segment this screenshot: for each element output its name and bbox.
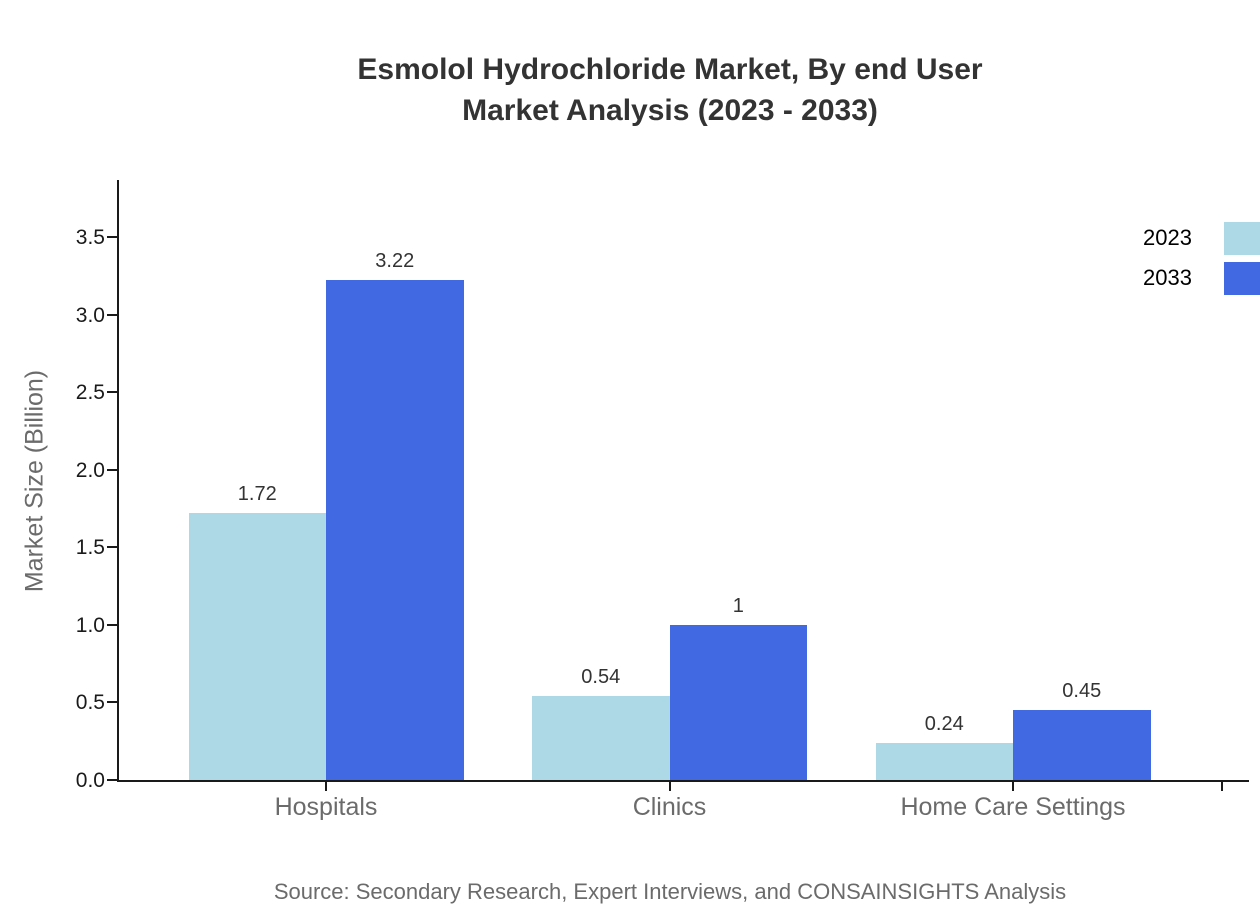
y-tick-label: 1.5 [75,536,105,560]
legend-item-2023: 2023 [1122,218,1260,258]
source-note: Source: Secondary Research, Expert Inter… [273,879,1067,904]
legend-label-2023: 2023 [1143,225,1192,250]
bar-2033-home-care-settings [1013,710,1151,780]
x-axis-category-label: Home Care Settings [900,793,1126,821]
bar-value-label: 1 [732,595,744,617]
bar-value-label: 0.45 [1062,680,1102,702]
y-tick-mark [107,313,117,316]
bar-value-label: 1.72 [237,483,277,505]
x-axis-category-label: Hospitals [274,793,378,821]
y-tick-label: 2.5 [75,381,105,405]
legend: 2023 2033 [1122,218,1260,298]
bar-2033-clinics [669,625,807,780]
chart-title-line2: Market Analysis (2023 - 2033) [462,94,878,127]
legend-item-2033: 2033 [1122,258,1260,298]
legend-swatch-2033 [1224,261,1260,295]
bar-2033-hospitals [326,280,464,780]
bar-2023-hospitals [188,513,326,780]
x-tick-mark [1221,782,1223,791]
x-tick-mark [1012,782,1014,791]
bar-value-label: 0.54 [581,666,621,688]
bar-2023-home-care-settings [875,743,1013,780]
x-tick-mark [668,782,671,791]
y-tick-label: 2.0 [75,458,105,482]
y-tick-label: 0.0 [75,769,105,792]
y-tick-mark [107,779,117,781]
bar-2023-clinics [532,696,670,780]
bar-value-label: 0.24 [924,713,964,735]
y-tick-label: 0.5 [75,691,105,715]
y-tick-mark [107,701,117,704]
y-tick-mark [107,236,117,238]
legend-swatch-2023 [1224,221,1260,255]
bar-value-label: 3.22 [375,250,415,272]
y-tick-mark [107,391,117,394]
x-axis-category-label: Clinics [632,793,707,821]
y-tick-label: 3.0 [75,303,105,327]
y-tick-mark [107,546,117,549]
chart-title-line1: Esmolol Hydrochloride Market, By end Use… [357,53,983,86]
chart-title: Esmolol Hydrochloride Market, By end Use… [118,49,1222,131]
y-axis-line [117,180,119,782]
y-tick-label: 3.5 [75,226,105,249]
y-tick-label: 1.0 [75,613,105,637]
legend-label-2033: 2033 [1143,265,1192,290]
x-axis-line [117,780,1249,782]
y-tick-mark [107,623,117,626]
x-tick-mark [325,782,327,791]
y-tick-mark [107,468,117,471]
